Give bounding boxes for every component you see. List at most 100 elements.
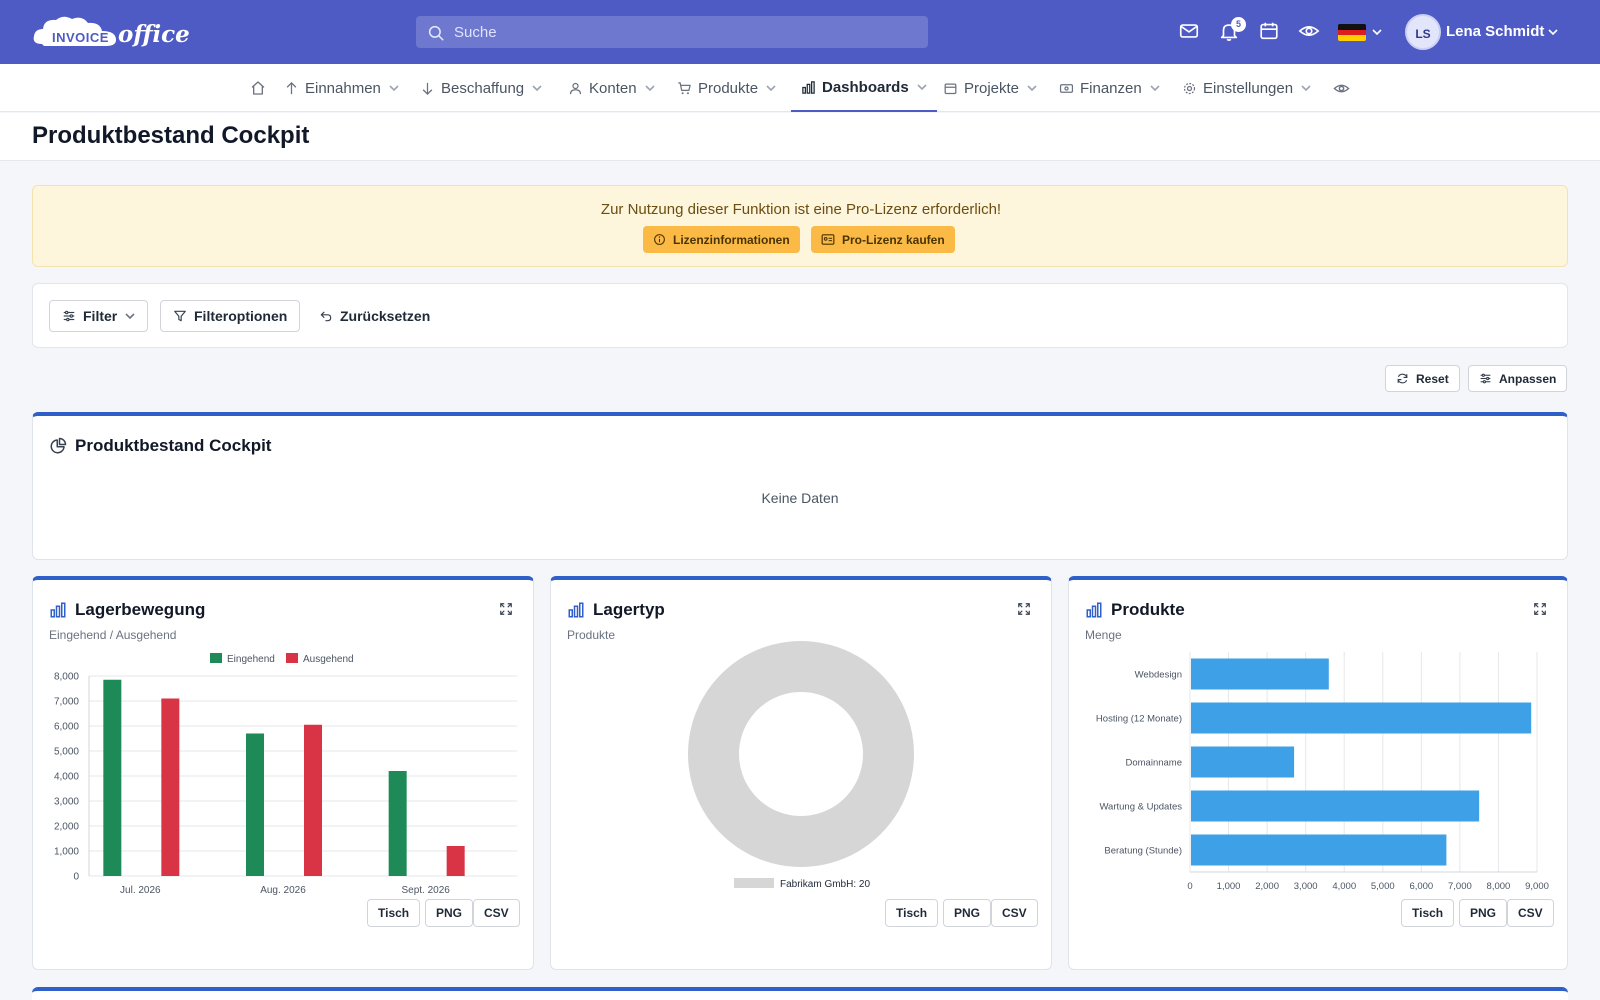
buy-pro-license-button[interactable]: Pro-Lizenz kaufen	[811, 226, 955, 253]
stock-type-title: Lagertyp	[567, 600, 665, 620]
search-box[interactable]	[416, 16, 928, 48]
export-png-button[interactable]: PNG	[943, 899, 992, 927]
nav-home[interactable]	[250, 64, 272, 112]
export-png-button[interactable]: PNG	[1459, 899, 1508, 927]
stock-movement-title-text: Lagerbewegung	[75, 600, 206, 619]
app-logo[interactable]: INVOICE office	[32, 14, 190, 50]
customize-button[interactable]: Anpassen	[1468, 365, 1568, 392]
pie-chart-icon	[50, 437, 67, 454]
eye-icon[interactable]	[1298, 20, 1322, 44]
chevron-down-icon	[766, 85, 776, 92]
info-icon	[654, 234, 665, 245]
stock-movement-card: Lagerbewegung Eingehend / Ausgehend 0 1,0…	[32, 576, 534, 970]
bar	[1191, 658, 1329, 690]
products-subtitle: Menge	[1085, 628, 1122, 642]
bar-ausgehend	[446, 846, 465, 876]
search-icon	[428, 25, 444, 41]
nav-visibility-toggle[interactable]	[1333, 64, 1356, 112]
bar-chart-icon	[50, 602, 66, 618]
nav-item-finanzen[interactable]: Finanzen	[1059, 64, 1160, 112]
expand-icon[interactable]	[499, 602, 513, 616]
export-csv-button[interactable]: CSV	[1507, 899, 1554, 927]
nav-item-projekte[interactable]: Projekte	[943, 64, 1037, 112]
empty-state-text: Keine Daten	[761, 490, 839, 506]
stock-type-subtitle: Produkte	[567, 628, 616, 642]
export-png-button[interactable]: PNG	[425, 899, 474, 927]
nav-item-label: Finanzen	[1080, 79, 1142, 97]
avatar[interactable]: LS	[1405, 14, 1441, 50]
license-info-label: Lizenzinformationen	[673, 232, 790, 247]
expand-icon[interactable]	[1533, 602, 1547, 616]
nav-item-dashboards[interactable]: Dashboards	[791, 64, 937, 112]
stock-movement-title: Lagerbewegung	[49, 600, 205, 620]
nav-item-beschaffung[interactable]: Beschaffung	[420, 64, 542, 112]
bar	[1191, 746, 1295, 778]
nav-item-produkte[interactable]: Produkte	[677, 64, 776, 112]
chevron-down-icon[interactable]	[1548, 28, 1558, 36]
expand-icon[interactable]	[1017, 602, 1031, 616]
page-header: Produktbestand Cockpit	[0, 113, 1600, 161]
eye-icon	[1333, 84, 1350, 92]
nav-item-label: Einstellungen	[1203, 79, 1294, 97]
chevron-down-icon[interactable]	[1372, 28, 1382, 36]
nav-item-konten[interactable]: Konten	[568, 64, 655, 112]
buy-pro-license-label: Pro-Lizenz kaufen	[842, 232, 945, 247]
nav-item-einstellungen[interactable]: Einstellungen	[1182, 64, 1311, 112]
y-tick-label: 3,000	[54, 797, 79, 808]
x-tick-label: Aug. 2026	[260, 885, 306, 896]
x-tick-label: 3,000	[1294, 881, 1318, 892]
page-title: Produktbestand Cockpit	[32, 122, 310, 149]
export-csv-button[interactable]: CSV	[991, 899, 1038, 927]
search-input[interactable]	[454, 16, 914, 48]
user-icon	[569, 82, 582, 94]
products-card: Produkte Menge 0 1,000 2,000 3,000 4,000 5,00…	[1068, 576, 1568, 970]
y-tick-label: 4,000	[54, 772, 79, 783]
language-flag-de-icon[interactable]	[1338, 24, 1366, 41]
chevron-down-icon	[532, 85, 542, 92]
user-name[interactable]: Lena Schmidt	[1446, 23, 1545, 40]
x-tick-label: 9,000	[1525, 881, 1549, 892]
cockpit-card-title: Produktbestand Cockpit	[49, 436, 271, 456]
donut-slice	[687, 641, 914, 867]
export-csv-button[interactable]: CSV	[473, 899, 520, 927]
filter-button[interactable]: Filter	[49, 300, 149, 332]
license-info-button[interactable]: Lizenzinformationen	[643, 226, 800, 253]
filter-options-label: Filteroptionen	[194, 308, 288, 324]
filter-options-button[interactable]: Filteroptionen	[160, 300, 301, 332]
x-tick-label: 8,000	[1487, 881, 1511, 892]
x-tick-label: 4,000	[1332, 881, 1356, 892]
logo-text-office: office	[118, 21, 190, 48]
main-nav: Einnahmen Beschaffung Konten Produkte Da…	[0, 64, 1600, 112]
sliders-icon	[1480, 373, 1491, 384]
y-tick-label: 8,000	[54, 672, 79, 683]
x-tick-label: Sept. 2026	[401, 885, 450, 896]
table-view-button[interactable]: Tisch	[885, 899, 939, 927]
mail-icon[interactable]	[1178, 20, 1202, 44]
license-message: Zur Nutzung dieser Funktion ist eine Pro…	[600, 201, 1002, 218]
calendar-icon[interactable]	[1258, 20, 1282, 44]
y-tick-label: 0	[73, 872, 79, 883]
x-tick-label: Jul. 2026	[120, 885, 161, 896]
cash-icon	[1059, 83, 1074, 93]
nav-item-einnahmen[interactable]: Einnahmen	[284, 64, 399, 112]
chevron-down-icon	[125, 313, 135, 320]
legend-label: Ausgehend	[303, 654, 354, 665]
chevron-down-icon	[1027, 85, 1037, 92]
table-view-button[interactable]: Tisch	[367, 899, 421, 927]
sliders-icon	[63, 310, 75, 322]
legend-swatch	[286, 653, 298, 663]
chevron-down-icon	[644, 85, 655, 92]
arrow-up-icon	[286, 81, 297, 94]
chevron-down-icon	[917, 84, 927, 91]
bell-icon[interactable]: 5	[1218, 17, 1246, 44]
reset-filters-link[interactable]: Zurücksetzen	[319, 300, 430, 332]
table-view-button[interactable]: Tisch	[1401, 899, 1455, 927]
reset-dashboard-button[interactable]: Reset	[1385, 365, 1460, 392]
nav-item-label: Konten	[589, 79, 637, 97]
chevron-down-icon	[389, 85, 399, 92]
stock-type-chart: Fabrikam GmbH: 20	[687, 641, 914, 890]
id-card-icon	[821, 234, 835, 245]
y-tick-label: Beratung (Stunde)	[1104, 846, 1182, 857]
top-bar: INVOICE office 5 LS Lena Schmidt	[0, 0, 1600, 64]
logo-text-invoice: INVOICE	[52, 30, 109, 45]
